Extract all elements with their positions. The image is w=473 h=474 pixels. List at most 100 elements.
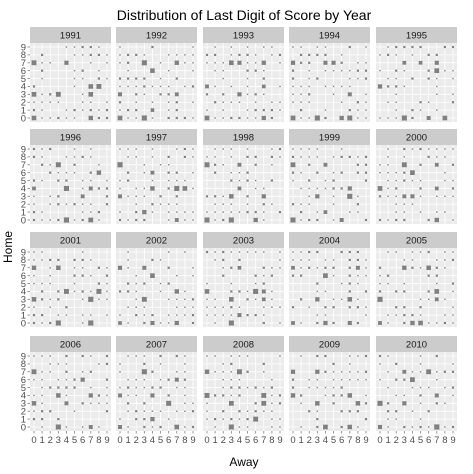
data-point (332, 362, 335, 365)
data-point (278, 211, 282, 214)
data-point (57, 179, 60, 182)
data-point (271, 267, 273, 269)
data-point (395, 77, 397, 80)
data-point (395, 93, 397, 96)
data-point (271, 164, 273, 166)
data-point (159, 77, 162, 80)
data-point (88, 186, 93, 191)
data-point (434, 297, 439, 302)
panel-background (289, 248, 370, 327)
data-point (206, 306, 208, 308)
data-point (395, 418, 397, 420)
data-point (143, 386, 146, 389)
data-point (419, 101, 422, 104)
data-point (143, 425, 146, 429)
y-tick-label: 6 (21, 271, 26, 282)
data-point (279, 85, 281, 88)
data-point (97, 211, 100, 214)
data-point (308, 61, 311, 64)
data-point (141, 115, 147, 121)
data-point (106, 314, 108, 316)
data-point (167, 69, 170, 72)
data-point (135, 378, 137, 381)
x-tick-label: 9 (104, 435, 109, 446)
data-point (279, 418, 281, 420)
data-point (452, 322, 454, 324)
x-tick-label: 1 (39, 435, 44, 446)
data-point (403, 171, 406, 174)
y-tick-label: 6 (21, 66, 26, 77)
data-point (222, 62, 224, 64)
data-point (451, 187, 455, 190)
data-point (33, 306, 35, 308)
data-point (135, 298, 137, 301)
data-point (443, 45, 446, 49)
data-point (308, 378, 310, 381)
data-point (444, 267, 446, 269)
data-point (262, 362, 265, 365)
data-point (230, 54, 233, 56)
data-point (57, 218, 60, 222)
data-point (175, 77, 178, 80)
data-point (378, 354, 382, 358)
data-point (292, 93, 294, 96)
data-point (254, 179, 257, 182)
data-point (246, 298, 249, 301)
data-point (435, 53, 438, 56)
data-point (214, 371, 216, 373)
data-point (349, 371, 351, 373)
data-point (49, 203, 51, 205)
x-tick-label: 9 (190, 435, 195, 446)
data-point (402, 265, 407, 270)
data-point (151, 85, 154, 88)
data-point (444, 179, 446, 182)
data-point (119, 62, 121, 64)
data-point (356, 410, 359, 413)
data-point (316, 282, 319, 285)
data-point (340, 85, 343, 88)
data-point (222, 101, 224, 103)
facet-panel-2004: 2004 (289, 232, 370, 327)
facet-strip (289, 232, 370, 248)
data-point (323, 162, 328, 167)
data-point (300, 394, 303, 397)
data-point (238, 116, 241, 120)
data-point (316, 148, 319, 150)
facet-strip-label: 2005 (406, 236, 427, 247)
data-point (379, 363, 381, 365)
data-point (315, 401, 320, 406)
data-point (426, 369, 432, 375)
data-point (41, 418, 44, 421)
data-point (436, 93, 438, 96)
data-point (135, 282, 137, 285)
data-point (300, 259, 302, 261)
data-point (98, 46, 100, 48)
data-point (291, 171, 295, 174)
data-point (31, 115, 37, 121)
data-point (214, 69, 216, 72)
data-point (402, 194, 407, 199)
data-point (308, 250, 311, 254)
data-point (96, 170, 102, 175)
data-point (292, 259, 294, 261)
data-point (119, 54, 121, 56)
y-tick-label: 1 (21, 414, 26, 425)
data-point (32, 211, 36, 214)
data-point (434, 217, 439, 223)
data-point (167, 155, 170, 158)
data-point (427, 298, 430, 301)
data-point (238, 290, 241, 293)
data-point (451, 101, 455, 104)
data-point (402, 401, 407, 406)
y-tick-label: 2 (21, 303, 26, 314)
data-point (192, 274, 194, 277)
data-point (88, 92, 94, 97)
data-point (97, 187, 100, 190)
facet-panel-2008: 2008 0 1 2 3 4 5 6 7 8 9 (203, 336, 284, 446)
data-point (340, 54, 343, 56)
data-point (159, 195, 162, 198)
data-point (135, 314, 138, 317)
data-point (357, 156, 359, 158)
data-point (191, 425, 195, 429)
